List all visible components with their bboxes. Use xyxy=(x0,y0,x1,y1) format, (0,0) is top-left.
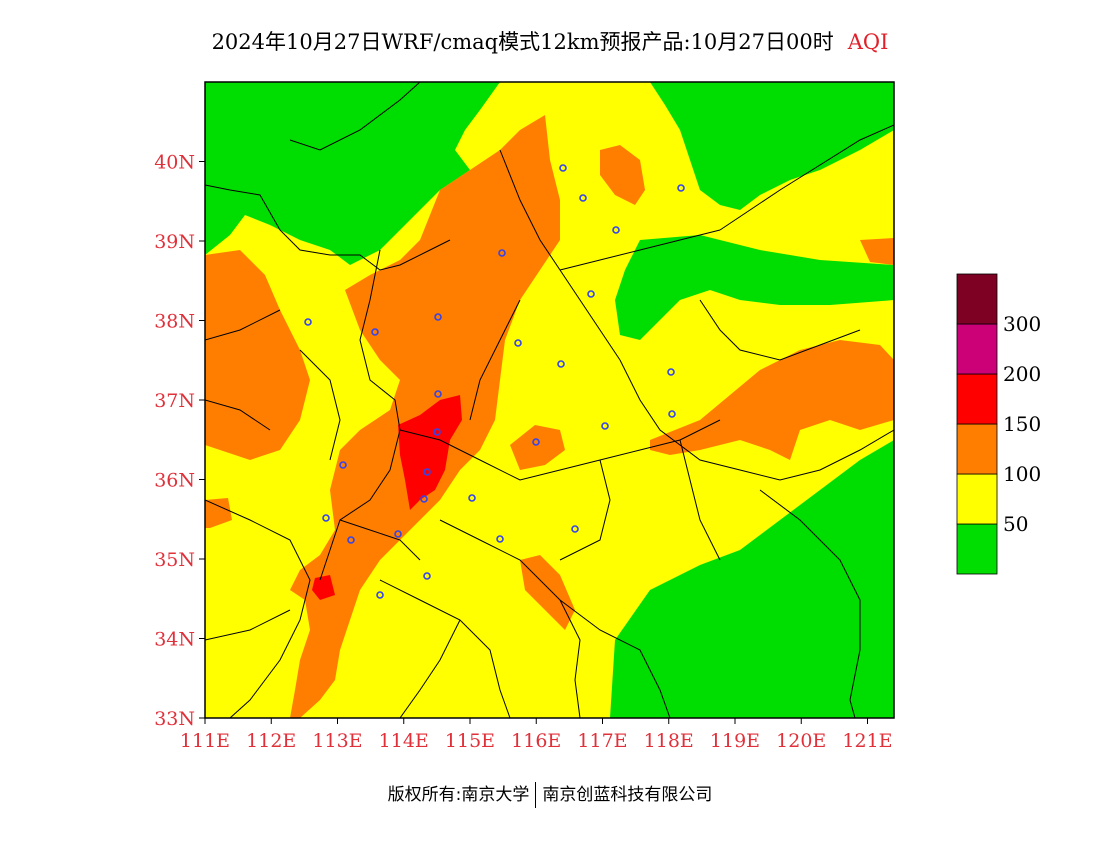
region-orange-small-west xyxy=(205,498,232,528)
city-marker xyxy=(496,535,504,543)
city-marker xyxy=(304,318,312,326)
city-marker xyxy=(668,410,676,418)
region-orange-north-patch xyxy=(600,145,645,205)
city-marker xyxy=(677,184,685,192)
lon-tick-label: 114E xyxy=(379,730,429,752)
city-marker xyxy=(514,339,522,347)
region-green-north xyxy=(205,82,500,265)
copyright-left: 版权所有:南京大学 xyxy=(387,785,530,805)
copyright-separator xyxy=(535,782,537,808)
region-orange-mid-patch xyxy=(510,425,565,470)
city-marker xyxy=(559,164,567,172)
lon-tick-label: 118E xyxy=(644,730,694,752)
legend-label: 200 xyxy=(1003,362,1041,386)
region-green-northeast xyxy=(650,82,894,210)
title-text: 2024年10月27日WRF/cmaq模式12km预报产品:10月27日00时 xyxy=(211,30,834,54)
lat-tick-label: 33N xyxy=(154,708,195,730)
city-marker xyxy=(571,525,579,533)
longitude-axis: 111E 112E 113E 114E 115E 116E 117E 118E 119E 120E… xyxy=(180,718,893,752)
lat-tick-label: 39N xyxy=(154,231,195,253)
region-green-east xyxy=(615,235,894,340)
legend-swatch xyxy=(956,373,998,425)
boundary-lines xyxy=(205,82,894,718)
city-marker xyxy=(587,290,595,298)
lon-tick-label: 112E xyxy=(246,730,296,752)
region-red-southwest xyxy=(312,575,335,600)
city-marker xyxy=(423,572,431,580)
lat-tick-label: 34N xyxy=(154,629,195,651)
city-marker xyxy=(667,368,675,376)
lat-tick-label: 38N xyxy=(154,311,195,333)
city-marker xyxy=(532,438,540,446)
copyright-right: 南京创蓝科技有限公司 xyxy=(542,785,713,805)
lon-tick-label: 116E xyxy=(511,730,561,752)
lon-tick-label: 120E xyxy=(776,730,826,752)
lon-tick-label: 121E xyxy=(842,730,892,752)
region-red-center xyxy=(398,395,462,510)
legend-swatch xyxy=(956,423,998,475)
city-marker xyxy=(601,422,609,430)
legend-label: 300 xyxy=(1003,312,1041,336)
region-green-southeast xyxy=(610,440,894,718)
legend-label: 150 xyxy=(1003,412,1041,436)
city-marker xyxy=(433,428,441,436)
lon-tick-label: 117E xyxy=(577,730,627,752)
city-marker xyxy=(347,536,355,544)
city-marker xyxy=(420,495,428,503)
copyright-footer: 版权所有:南京大学 南京创蓝科技有限公司 xyxy=(0,780,1100,808)
lon-tick-label: 119E xyxy=(710,730,760,752)
map-title: 2024年10月27日WRF/cmaq模式12km预报产品:10月27日00时 A… xyxy=(0,26,1100,56)
latitude-axis: 33N 34N 35N 36N 37N 38N 39N 40N xyxy=(154,152,205,730)
lon-tick-label: 113E xyxy=(312,730,362,752)
map-field xyxy=(205,82,894,718)
legend-swatch xyxy=(956,473,998,525)
title-variable: AQI xyxy=(847,30,889,54)
city-marker xyxy=(579,194,587,202)
city-marker xyxy=(612,226,620,234)
legend-label: 100 xyxy=(1003,462,1041,486)
region-orange-east-edge xyxy=(860,238,894,265)
legend-label: 50 xyxy=(1003,512,1028,536)
legend-swatch xyxy=(956,523,998,575)
lat-tick-label: 36N xyxy=(154,470,195,492)
city-marker xyxy=(371,328,379,336)
city-marker xyxy=(557,360,565,368)
city-marker xyxy=(434,390,442,398)
city-marker xyxy=(339,461,347,469)
lat-tick-label: 40N xyxy=(154,152,195,174)
city-marker xyxy=(498,249,506,257)
city-marker xyxy=(434,313,442,321)
aqi-legend: 50 100 150 200 300 xyxy=(956,273,1041,575)
city-marker xyxy=(394,530,402,538)
city-markers xyxy=(304,164,685,599)
city-marker xyxy=(376,591,384,599)
city-marker xyxy=(423,468,431,476)
lon-tick-label: 115E xyxy=(445,730,495,752)
region-orange-east xyxy=(650,340,894,460)
lat-tick-label: 37N xyxy=(154,390,195,412)
city-marker xyxy=(468,494,476,502)
legend-swatch xyxy=(956,323,998,375)
lat-tick-label: 35N xyxy=(154,549,195,571)
legend-swatch xyxy=(956,273,998,325)
city-marker xyxy=(322,514,330,522)
lon-tick-label: 111E xyxy=(180,730,230,752)
